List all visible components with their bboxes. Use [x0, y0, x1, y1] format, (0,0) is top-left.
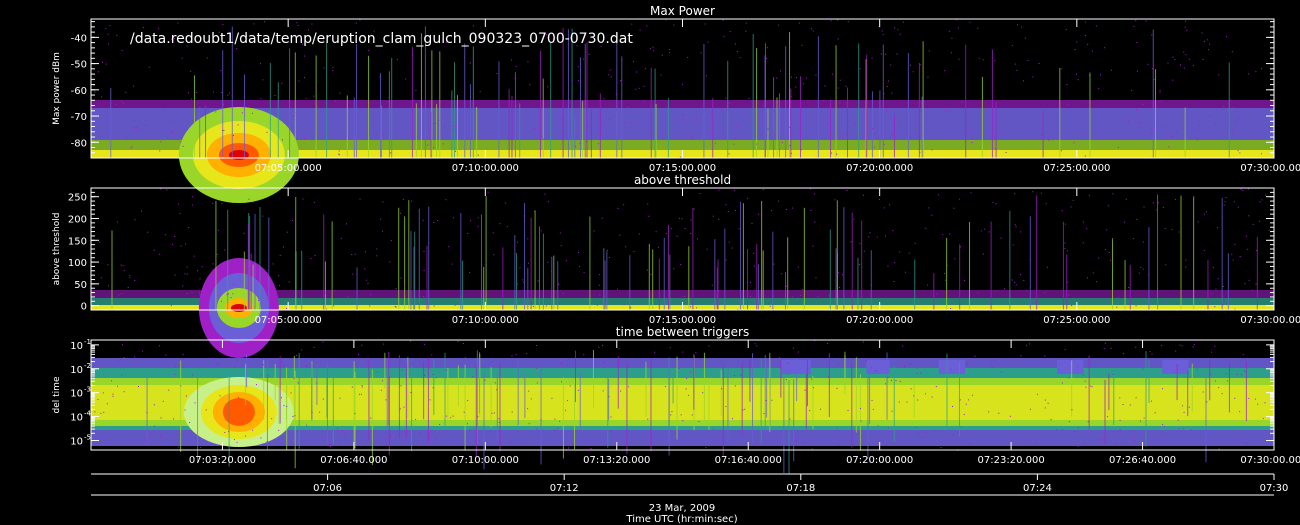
bottom-tick-label: 07:06 — [313, 483, 342, 494]
date-label: 23 Mar, 2009 — [649, 503, 716, 514]
xtick-label: 07:03:20.000 — [189, 455, 256, 466]
panel-ylabel-3: del time — [52, 376, 62, 413]
xtick-label: 07:13:20.000 — [583, 455, 650, 466]
xtick-label: 07:26:40.000 — [1109, 455, 1176, 466]
ytick-label: 200 — [68, 215, 87, 226]
xtick-label: 07:30:00.000 — [1240, 163, 1300, 174]
xtick-label: 07:10:00.000 — [452, 455, 519, 466]
ytick-label: 50 — [74, 280, 87, 291]
xtick-label: 07:25:00.000 — [1043, 163, 1110, 174]
ytick-label: 100 — [68, 258, 87, 269]
ytick-label: -60 — [71, 86, 87, 97]
heatmap-panel-2 — [91, 188, 1274, 358]
ytick-label: -40 — [71, 33, 87, 44]
ytick-label: 10 — [70, 365, 83, 376]
xtick-label: 07:06:40.000 — [320, 455, 387, 466]
bottom-tick-label: 07:12 — [550, 483, 579, 494]
panel-title-3: time between triggers — [616, 325, 749, 339]
ytick-label: 10 — [70, 341, 83, 352]
xtick-label: 07:20:00.000 — [846, 315, 913, 326]
xtick-label: 07:10:00.000 — [452, 315, 519, 326]
xtick-label: 07:30:00.000 — [1240, 315, 1300, 326]
ytick-label: 250 — [68, 193, 87, 204]
xtick-label: 07:10:00.000 — [452, 163, 519, 174]
ytick-label: 10 — [70, 389, 83, 400]
ytick-exponent: -5 — [84, 433, 91, 441]
heatmap-panel-3 — [91, 340, 1275, 474]
panel-title-1: Max Power — [650, 4, 715, 18]
xtick-label: 07:20:00.000 — [846, 163, 913, 174]
heatmap-panel-1 — [91, 19, 1275, 203]
xtick-label: 07:25:00.000 — [1043, 315, 1110, 326]
xtick-label: 07:23:20.000 — [978, 455, 1045, 466]
ytick-label: 10 — [70, 413, 83, 424]
time-axis-label: Time UTC (hr:min:sec) — [625, 514, 737, 525]
ytick-exponent: -1 — [84, 338, 91, 346]
xtick-label: 07:20:00.000 — [846, 455, 913, 466]
bottom-tick-label: 07:18 — [786, 483, 815, 494]
ytick-exponent: -3 — [84, 386, 91, 394]
xtick-label: 07:15:00.000 — [649, 163, 716, 174]
ytick-label: -70 — [71, 112, 87, 123]
bottom-tick-label: 07:24 — [1023, 483, 1052, 494]
ytick-label: 10 — [70, 436, 83, 447]
xtick-label: 07:05:00.000 — [255, 163, 322, 174]
ytick-label: 150 — [68, 236, 87, 247]
panel-ylabel-1: Max power dBm — [52, 52, 62, 125]
file-path-label: /data.redoubt1/data/temp/eruption_clam_g… — [130, 31, 633, 47]
heatmap-layer — [91, 19, 1275, 474]
panel-title-2: above threshold — [634, 173, 731, 187]
ytick-label: 0 — [81, 302, 87, 313]
ytick-label: -80 — [71, 138, 87, 149]
ytick-exponent: -4 — [84, 410, 92, 418]
ytick-label: -50 — [71, 60, 87, 71]
ytick-exponent: -2 — [84, 362, 91, 370]
xtick-label: 07:30:00.000 — [1240, 455, 1300, 466]
bottom-tick-label: 07:30 — [1260, 483, 1289, 494]
xtick-label: 07:05:00.000 — [255, 315, 322, 326]
xtick-label: 07:16:40.000 — [715, 455, 782, 466]
panel-ylabel-2: above threshold — [52, 213, 62, 286]
xtick-label: 07:15:00.000 — [649, 315, 716, 326]
